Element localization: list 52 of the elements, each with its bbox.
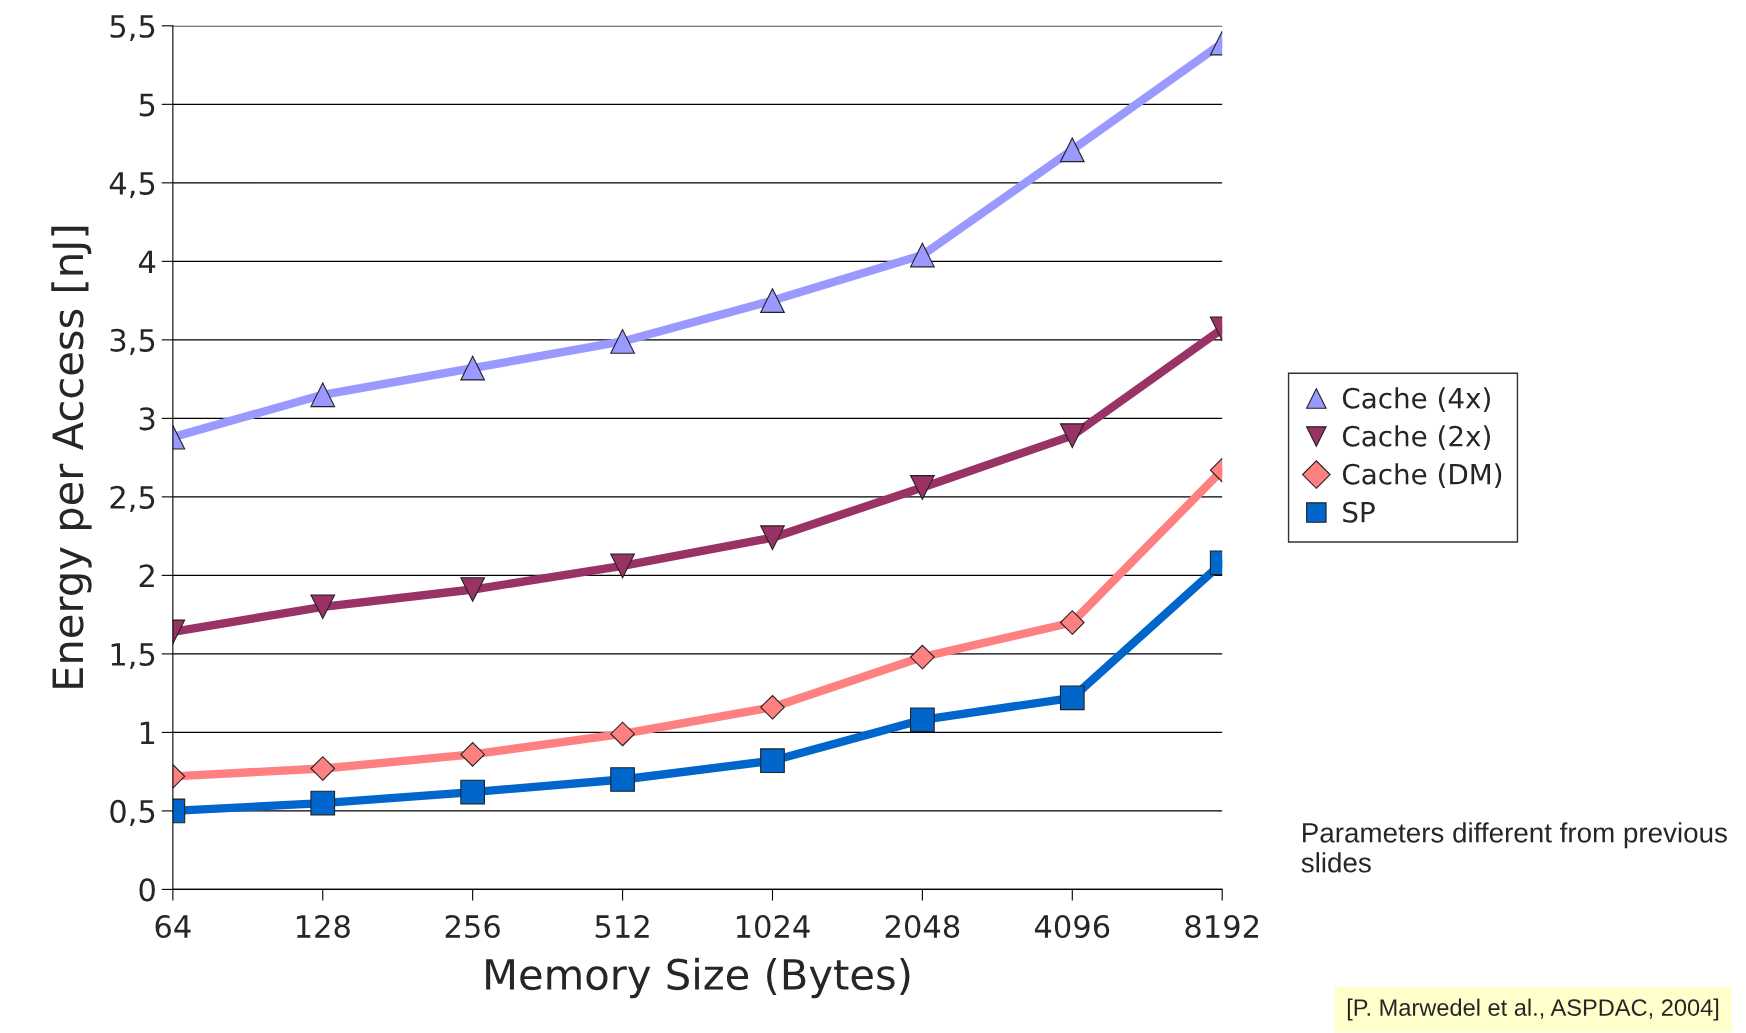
point (760, 748, 785, 774)
x-tick-label: 1024 (736, 914, 810, 939)
y-tick-label: 5 (139, 93, 155, 117)
text: Parameters different from previous slides (1301, 822, 1727, 873)
y-tick-label: 0,5 (110, 799, 155, 827)
y-tick-label: 5,5 (110, 15, 155, 41)
point (610, 553, 635, 579)
y-tick-label: 1,5 (111, 643, 155, 670)
point (910, 707, 935, 733)
point (1059, 685, 1085, 711)
text: [P. Marwedel et al., ASPDAC, 2004] (1347, 998, 1719, 1021)
x-tick-label: 512 (595, 914, 649, 939)
point (610, 329, 635, 354)
point (460, 779, 486, 805)
legend-label: Cache (2x) (1342, 425, 1490, 450)
y-tick-label: 4,5 (109, 172, 155, 198)
point (1059, 137, 1085, 163)
x-tick-label: 2048 (885, 914, 960, 939)
point (610, 767, 635, 792)
point (1059, 423, 1085, 448)
point (310, 594, 336, 620)
point (310, 790, 336, 816)
y-tick-label: 3 (139, 407, 155, 431)
point (760, 694, 785, 720)
point (760, 288, 785, 313)
x-tick-label: 4096 (1034, 914, 1110, 939)
legend-label: Cache (4x) (1342, 387, 1490, 412)
y-tick-label: 3,5 (110, 328, 155, 356)
x-tick-label: 256 (445, 914, 500, 939)
y-tick-label: 0 (139, 878, 155, 902)
point (910, 475, 935, 500)
point (910, 644, 935, 670)
x-axis-title: Memory Size (Bytes) (486, 957, 910, 999)
point (1059, 610, 1085, 635)
legend-label: Cache (DM) (1342, 463, 1502, 488)
y-tick-label: 2 (139, 564, 154, 587)
legend-label: SP (1343, 501, 1375, 523)
point (460, 742, 486, 767)
point (460, 355, 486, 381)
y-axis-title: Energy per Access [nJ] (51, 226, 92, 688)
y-tick-label: 2,5 (110, 485, 155, 513)
point (760, 525, 785, 551)
point (310, 382, 336, 408)
point (610, 721, 635, 747)
point (460, 577, 486, 602)
y-tick-label: 4 (138, 250, 156, 273)
point (310, 756, 336, 781)
x-tick-label: 64 (155, 914, 191, 939)
x-tick-label: 8192 (1185, 914, 1259, 939)
x-tick-label: 128 (296, 914, 350, 939)
y-tick-label: 1 (140, 721, 155, 745)
point (910, 242, 935, 268)
